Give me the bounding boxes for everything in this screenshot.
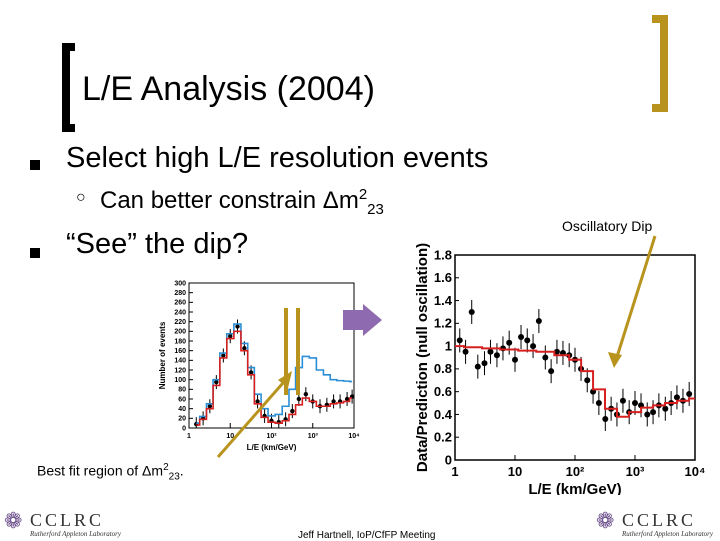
y-tick-label: 180 xyxy=(174,338,186,345)
x-axis-label: L/E (km/GeV) xyxy=(247,443,297,452)
data-point xyxy=(602,416,609,422)
y-tick-label: 200 xyxy=(174,329,186,336)
y-tick-label: 280 xyxy=(174,290,186,297)
y-tick-label: 260 xyxy=(174,300,186,307)
data-point xyxy=(214,379,219,385)
x-tick-label: 1 xyxy=(187,433,191,440)
bullet-2-text: “See” the dip? xyxy=(66,228,249,260)
event-count-chart: 0 20 40 60 80 100 120 140 160 180 200 220 240 260 280 3… xyxy=(158,280,360,452)
x-tick-label: 10⁴ xyxy=(685,464,705,479)
hollow-bullet-icon: ○ xyxy=(76,189,86,206)
data-point xyxy=(344,396,350,402)
bullet-square-1 xyxy=(30,157,40,175)
data-point xyxy=(235,324,240,329)
data-point xyxy=(619,397,626,404)
y-axis-label: Data/Prediction (null oscillation) xyxy=(414,243,431,472)
data-point xyxy=(228,333,233,339)
sub-bullet-text: Can better constrain Δm223 xyxy=(100,186,384,218)
data-point xyxy=(331,399,336,404)
data-point xyxy=(242,346,247,351)
data-point xyxy=(255,399,260,404)
data-point xyxy=(542,354,549,361)
data-point xyxy=(512,356,518,363)
y-tick-label: 20 xyxy=(178,416,186,423)
y-tick-label: 0.6 xyxy=(434,384,452,399)
logo-swirl-icon: ❁ xyxy=(596,508,615,533)
data-point xyxy=(553,348,560,355)
y-tick-label: 100 xyxy=(174,377,186,384)
x-tick-label: 10⁴ xyxy=(348,433,360,440)
data-point xyxy=(595,400,602,407)
x-tick-label: 10² xyxy=(566,464,585,479)
data-point xyxy=(673,394,680,401)
data-point xyxy=(530,343,537,350)
left-bracket xyxy=(62,43,75,132)
data-point xyxy=(462,348,469,355)
y-tick-label: 160 xyxy=(174,348,186,355)
y-tick-label: 0.2 xyxy=(434,430,452,445)
data-point xyxy=(632,400,638,407)
x-axis-label: L/E (km/GeV) xyxy=(528,481,621,495)
data-point xyxy=(456,337,463,344)
y-tick-label: 0 xyxy=(182,425,186,432)
footer-text: Jeff Hartnell, IoP/CfFP Meeting xyxy=(298,530,436,541)
x-tick-label: 10³ xyxy=(308,433,319,440)
y-tick-label: 0 xyxy=(445,452,452,467)
series-line xyxy=(455,345,695,418)
oscillatory-dip-label: Oscillatory Dip xyxy=(562,218,653,234)
data-point xyxy=(548,368,555,375)
y-tick-label: 80 xyxy=(178,387,186,394)
ratio-chart: 0 0.2 0.4 0.6 0.8 1 1.2 1.4 1.6 1.8 1 10 10² 10³ 10⁴ L/… xyxy=(414,243,705,495)
best-fit-label: Best fit region of Δm223. xyxy=(37,462,184,483)
data-point xyxy=(518,334,525,340)
data-point xyxy=(468,308,475,315)
data-point xyxy=(662,405,669,412)
data-point xyxy=(296,396,302,402)
x-tick-label: 10 xyxy=(508,464,522,479)
data-point xyxy=(535,318,542,325)
y-tick-label: 1 xyxy=(445,338,452,353)
right-bracket xyxy=(652,15,668,112)
y-tick-label: 140 xyxy=(174,358,186,365)
data-point xyxy=(493,352,500,359)
x-tick-label: 10 xyxy=(226,433,234,440)
y-tick-label: 0.8 xyxy=(434,361,452,376)
data-point xyxy=(686,390,693,397)
y-tick-label: 60 xyxy=(178,396,186,403)
series-line xyxy=(196,330,353,426)
data-point xyxy=(303,391,309,397)
y-tick-label: 40 xyxy=(178,406,186,413)
data-point xyxy=(506,339,513,346)
y-tick-label: 1.4 xyxy=(434,293,453,308)
bullet-square-2 xyxy=(30,245,40,263)
data-point xyxy=(248,370,254,375)
y-tick-label: 300 xyxy=(174,280,186,287)
data-point xyxy=(584,377,591,384)
bullet-1-text: Select high L/E resolution events xyxy=(66,142,489,174)
logo-swirl-icon: ❁ xyxy=(4,508,23,533)
data-point xyxy=(207,404,213,409)
data-point xyxy=(290,408,295,414)
y-tick-label: 1.2 xyxy=(434,316,452,331)
y-axis-label: Number of events xyxy=(158,321,167,389)
data-point xyxy=(644,411,651,418)
y-tick-label: 220 xyxy=(174,319,186,326)
x-tick-label: 1 xyxy=(451,464,458,479)
data-point xyxy=(524,337,531,344)
data-point xyxy=(650,409,657,416)
data-point xyxy=(474,363,481,370)
data-point xyxy=(487,348,494,355)
slide-title: L/E Analysis (2004) xyxy=(82,70,375,108)
y-tick-label: 1.6 xyxy=(434,270,452,285)
x-tick-label: 10³ xyxy=(626,464,645,479)
data-point xyxy=(221,353,226,358)
y-tick-label: 240 xyxy=(174,309,186,316)
y-tick-label: 120 xyxy=(174,367,186,374)
data-point xyxy=(481,360,488,367)
x-tick-label: 10² xyxy=(266,433,277,440)
y-tick-label: 1.8 xyxy=(434,247,452,262)
y-tick-label: 0.4 xyxy=(434,407,453,422)
